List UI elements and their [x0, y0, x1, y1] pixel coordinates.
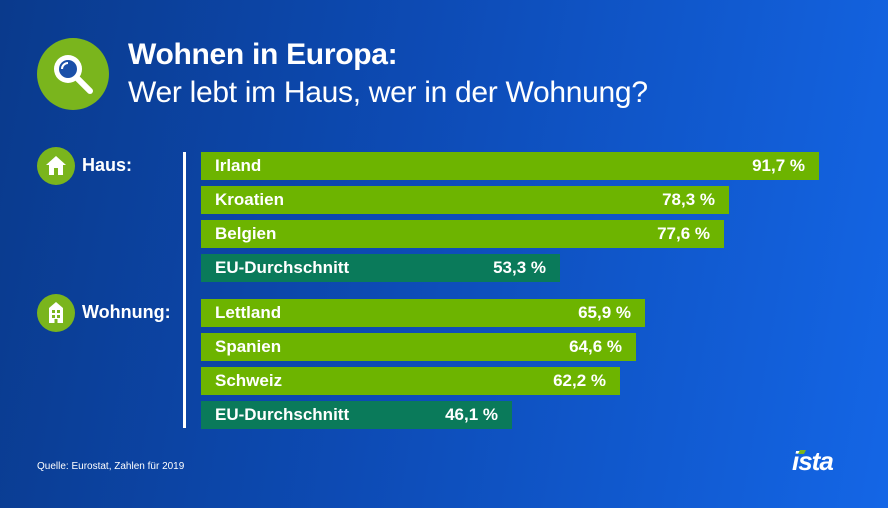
- bar-label: Spanien: [215, 337, 282, 356]
- source-note: Quelle: Eurostat, Zahlen für 2019: [37, 461, 185, 472]
- bar-lettland: Lettland 65,9 %: [201, 299, 645, 327]
- bar-value-label: 77,6 %: [657, 224, 710, 243]
- ista-logo: ista: [790, 446, 854, 476]
- page-title: Wohnen in Europa:: [128, 38, 398, 71]
- group-label-wohnung: Wohnung:: [82, 302, 171, 322]
- bar-label: Schweiz: [215, 371, 283, 390]
- page-subtitle: Wer lebt im Haus, wer in der Wohnung?: [128, 76, 648, 109]
- bar-label: Lettland: [215, 303, 282, 322]
- bar-label: Belgien: [215, 224, 277, 243]
- bar-label: Kroatien: [215, 190, 284, 209]
- bar-value-label: 64,6 %: [569, 337, 622, 356]
- bar-eu-durchschnitt: EU-Durchschnitt 46,1 %: [201, 401, 512, 429]
- axis-line: [183, 152, 186, 428]
- bar-schweiz: Schweiz 62,2 %: [201, 367, 620, 395]
- bar-value-label: 46,1 %: [445, 405, 498, 424]
- magnifier-icon: [37, 38, 109, 110]
- apartment-building-icon: [37, 294, 75, 332]
- bar-irland: Irland 91,7 %: [201, 152, 819, 180]
- bar-value-label: 62,2 %: [553, 371, 606, 390]
- bar-label: EU-Durchschnitt: [215, 405, 350, 424]
- bar-value-label: 91,7 %: [752, 156, 805, 175]
- bar-belgien: Belgien 77,6 %: [201, 220, 724, 248]
- bar-label: EU-Durchschnitt: [215, 258, 350, 277]
- bar-value-label: 53,3 %: [493, 258, 546, 277]
- bar-value-label: 78,3 %: [662, 190, 715, 209]
- svg-text:ista: ista: [792, 447, 833, 475]
- house-icon: [37, 147, 75, 185]
- bar-eu-durchschnitt: EU-Durchschnitt 53,3 %: [201, 254, 560, 282]
- bar-label: Irland: [215, 156, 262, 175]
- bar-value-label: 65,9 %: [578, 303, 631, 322]
- group-label-haus: Haus:: [82, 155, 133, 175]
- bar-spanien: Spanien 64,6 %: [201, 333, 636, 361]
- bar-kroatien: Kroatien 78,3 %: [201, 186, 729, 214]
